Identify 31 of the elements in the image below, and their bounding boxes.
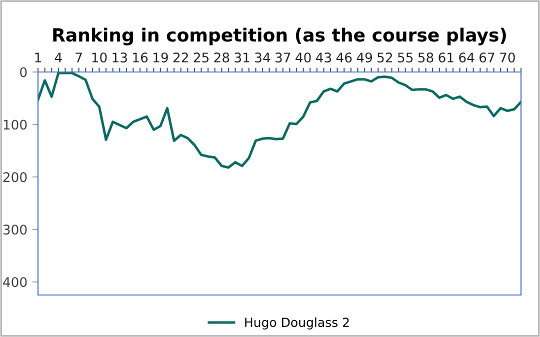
x-tick-label: 25 — [194, 52, 209, 62]
x-tick-label: 37 — [276, 52, 290, 62]
x-tick-label: 4 — [54, 52, 62, 62]
x-tick-label: 52 — [378, 52, 392, 62]
x-tick-label: 28 — [214, 52, 230, 62]
x-tick-label: 22 — [173, 52, 188, 62]
x-tick-label: 19 — [154, 52, 168, 62]
x-tick-label: 64 — [459, 52, 474, 62]
x-tick-label: 31 — [234, 52, 250, 62]
x-tick-label: 34 — [255, 52, 270, 62]
x-tick-label: 40 — [296, 52, 311, 62]
x-tick-label: 55 — [398, 52, 413, 62]
x-tick-label: 70 — [500, 52, 515, 62]
x-tick-label: 46 — [336, 52, 352, 62]
y-tick-label: 400 — [3, 277, 27, 288]
x-tick-label: 49 — [356, 52, 372, 62]
y-tick-label: 100 — [4, 120, 27, 130]
x-tick-label: 61 — [438, 52, 454, 62]
y-tick-label: 0 — [20, 67, 27, 78]
chart-title: Ranking in competition (as the course plays) — [53, 28, 506, 46]
y-tick-label: 200 — [3, 172, 27, 182]
x-tick-label: 7 — [76, 52, 82, 62]
x-tick-label: 67 — [480, 52, 494, 62]
x-tick-label: 58 — [418, 52, 434, 62]
y-tick-label: 300 — [3, 224, 27, 235]
x-tick-label: 13 — [112, 52, 127, 62]
x-tick-label: 10 — [92, 52, 107, 62]
x-tick-label: 1 — [35, 52, 41, 62]
x-tick-label: 16 — [133, 52, 148, 62]
x-tick-label: 43 — [316, 52, 332, 62]
legend-label: Hugo Douglass 2 — [245, 317, 349, 330]
